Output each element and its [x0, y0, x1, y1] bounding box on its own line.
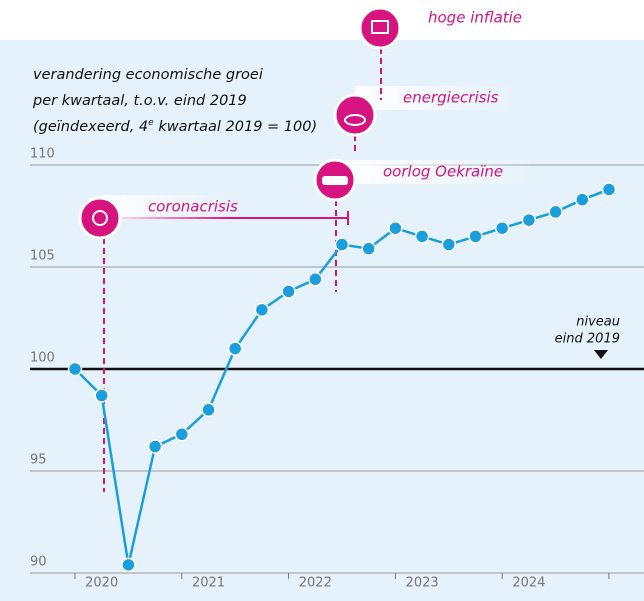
y-tick-label: 110 — [30, 147, 55, 162]
reference-label: eind 2019 — [555, 332, 620, 347]
annotation-label: hoge inflatie — [428, 9, 522, 27]
y-tick-label: 90 — [30, 555, 47, 570]
annotation-label: energiecrisis — [403, 89, 499, 107]
reference-marker — [594, 350, 608, 359]
annotation-label: oorlog Oekraïne — [383, 163, 503, 181]
point — [468, 229, 483, 244]
y-tick-label: 100 — [30, 351, 55, 366]
chart-title: verandering economische groei — [33, 67, 263, 83]
point — [388, 220, 403, 236]
point — [94, 388, 109, 403]
annotation-icon — [78, 196, 122, 240]
icon-glyph — [322, 176, 348, 185]
point — [334, 237, 350, 252]
x-tick-label: 2020 — [85, 576, 118, 591]
point — [67, 361, 83, 377]
chart-subtitle: (geïndexeerd, 4e kwartaal 2019 = 100) — [33, 118, 317, 136]
point — [201, 402, 216, 418]
point — [174, 427, 190, 442]
x-tick-label: 2022 — [299, 576, 332, 591]
point — [121, 557, 136, 573]
point — [281, 284, 296, 299]
annotation-band — [380, 6, 550, 30]
point — [254, 302, 270, 318]
annotation-label: coronacrisis — [148, 198, 238, 216]
point — [601, 182, 617, 197]
annotation-icon — [358, 6, 402, 50]
point — [521, 212, 537, 228]
y-tick-label: 105 — [30, 249, 55, 264]
point — [494, 220, 510, 236]
point — [227, 341, 243, 356]
annotation-band — [100, 195, 230, 219]
x-tick-label: 2021 — [192, 576, 225, 591]
subtitle-part: kwartaal 2019 = 100) — [154, 119, 317, 135]
chart-title: per kwartaal, t.o.v. eind 2019 — [32, 93, 247, 109]
icon-glyph — [92, 210, 108, 226]
point — [308, 271, 323, 287]
annotation-band — [335, 160, 535, 184]
icon-glyph — [344, 114, 366, 126]
point — [147, 439, 163, 454]
reference-label: niveau — [576, 315, 620, 330]
point — [361, 241, 376, 256]
point — [575, 192, 590, 207]
y-tick-label: 95 — [30, 453, 47, 468]
subtitle-part: e — [148, 118, 154, 128]
x-tick-label: 2024 — [512, 576, 545, 591]
x-tick-label: 2023 — [406, 576, 439, 591]
subtitle-part: (geïndexeerd, 4 — [33, 119, 148, 135]
plot-background — [0, 40, 644, 601]
icon-glyph — [371, 20, 389, 34]
point — [548, 204, 563, 220]
point — [441, 237, 457, 252]
point — [414, 229, 430, 244]
